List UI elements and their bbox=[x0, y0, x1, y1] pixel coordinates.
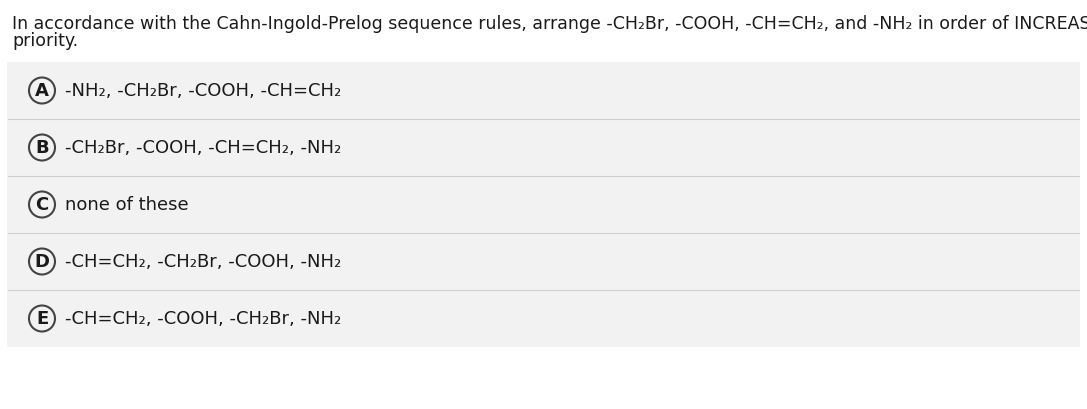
Circle shape bbox=[29, 306, 55, 332]
Text: priority.: priority. bbox=[12, 32, 78, 50]
Circle shape bbox=[29, 192, 55, 218]
Circle shape bbox=[29, 135, 55, 161]
Text: -CH₂Br, -COOH, -CH=CH₂, -NH₂: -CH₂Br, -COOH, -CH=CH₂, -NH₂ bbox=[65, 139, 341, 157]
FancyBboxPatch shape bbox=[7, 120, 1080, 177]
Text: D: D bbox=[35, 253, 50, 271]
Text: -CH=CH₂, -COOH, -CH₂Br, -NH₂: -CH=CH₂, -COOH, -CH₂Br, -NH₂ bbox=[65, 310, 341, 328]
Text: B: B bbox=[35, 139, 49, 157]
FancyBboxPatch shape bbox=[7, 234, 1080, 290]
Text: E: E bbox=[36, 310, 48, 328]
Circle shape bbox=[29, 78, 55, 104]
Text: C: C bbox=[36, 196, 49, 214]
FancyBboxPatch shape bbox=[7, 63, 1080, 120]
Text: A: A bbox=[35, 82, 49, 100]
Text: In accordance with the Cahn-Ingold-Prelog sequence rules, arrange -CH₂Br, -COOH,: In accordance with the Cahn-Ingold-Prelo… bbox=[12, 15, 1087, 33]
FancyBboxPatch shape bbox=[7, 177, 1080, 234]
Text: none of these: none of these bbox=[65, 196, 189, 214]
Circle shape bbox=[29, 249, 55, 275]
Text: -CH=CH₂, -CH₂Br, -COOH, -NH₂: -CH=CH₂, -CH₂Br, -COOH, -NH₂ bbox=[65, 253, 341, 271]
FancyBboxPatch shape bbox=[7, 290, 1080, 347]
Text: -NH₂, -CH₂Br, -COOH, -CH=CH₂: -NH₂, -CH₂Br, -COOH, -CH=CH₂ bbox=[65, 82, 341, 100]
